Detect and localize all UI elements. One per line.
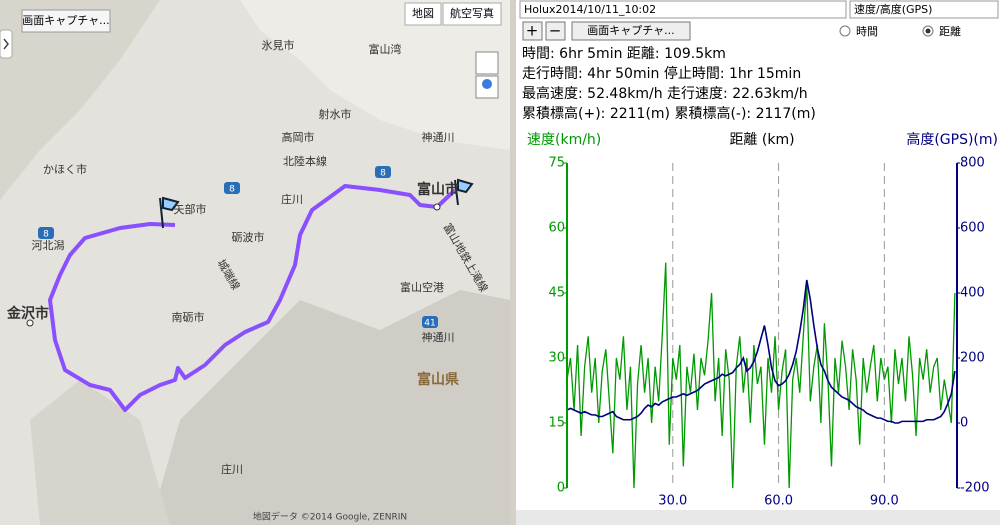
place-label: 富山湾 xyxy=(369,42,402,56)
place-label: 富山県 xyxy=(417,371,459,388)
place-label: 庄川 xyxy=(281,192,303,206)
y-tick-label: 75 xyxy=(548,156,565,171)
place-label: 神通川 xyxy=(422,130,455,144)
splitter[interactable] xyxy=(510,0,516,525)
place-label: 矢部市 xyxy=(174,202,207,216)
place-label: 神通川 xyxy=(422,330,455,344)
road-shield xyxy=(422,316,438,328)
capture-button[interactable] xyxy=(21,9,111,33)
scrollbar[interactable] xyxy=(516,510,1000,525)
road-number: 8 xyxy=(43,230,49,240)
zoom-out[interactable] xyxy=(545,21,566,41)
radio[interactable] xyxy=(839,25,851,37)
series-line xyxy=(566,279,956,424)
radio-label: 時間 xyxy=(856,25,878,38)
bay xyxy=(240,0,510,150)
hills xyxy=(30,380,170,525)
y-tick-label: 60 xyxy=(548,221,565,236)
start-flag xyxy=(159,196,180,229)
place-label: 氷見市 xyxy=(262,38,295,52)
x-tick-label: 60.0 xyxy=(764,494,793,509)
radio-label: 距離 xyxy=(939,24,961,38)
map-footer: 地図データ ©2014 Google, ZENRIN xyxy=(253,511,407,523)
stat-line: 最高速度: 52.48km/h 走行速度: 22.63km/h xyxy=(522,85,808,102)
button-label: + xyxy=(526,22,539,40)
y-tick-label: 45 xyxy=(548,286,565,301)
side-toggle[interactable] xyxy=(0,29,13,59)
hills xyxy=(0,0,160,200)
y2-tick-label: 800 xyxy=(960,156,985,171)
map-type-button[interactable] xyxy=(442,2,502,26)
road-number: 8 xyxy=(380,169,386,179)
road-shield xyxy=(375,166,391,178)
mountains xyxy=(150,290,510,525)
place-label: 金沢市 xyxy=(6,305,49,322)
place-label: 庄川 xyxy=(221,462,243,476)
button-label: 画面キャプチャ... xyxy=(22,14,109,27)
road-number: 41 xyxy=(424,319,435,329)
button-label: 地図 xyxy=(412,7,434,20)
select-value: Holux2014/10/11_10:02 xyxy=(524,3,656,16)
x-tick-label: 30.0 xyxy=(658,494,687,509)
y-tick-label: 15 xyxy=(548,416,565,431)
place-label: かほく市 xyxy=(43,162,87,176)
map-type-button[interactable] xyxy=(404,2,442,26)
goal-flag xyxy=(454,178,474,206)
y2-axis-title: 高度(GPS)(m) xyxy=(906,131,998,148)
place-label: 射水市 xyxy=(319,107,352,121)
place-label: 砺波市 xyxy=(232,230,265,244)
y-axis-title: 速度(km/h) xyxy=(527,132,601,148)
radio-dot xyxy=(925,28,931,34)
place-label: 北陸本線 xyxy=(283,154,327,168)
stat-line: 累積標高(+): 2211(m) 累積標高(-): 2117(m) xyxy=(522,105,816,122)
chevron xyxy=(3,38,9,50)
capture-button[interactable] xyxy=(571,21,691,41)
x-axis-title: 距離 (km) xyxy=(729,131,794,148)
icon[interactable] xyxy=(475,51,499,75)
chart: 速度(km/h) 距離 (km) 高度(GPS)(m) 30.0 60.0 90.0 0 15… xyxy=(527,131,998,509)
y-tick-label: 0 xyxy=(557,481,565,496)
series-line xyxy=(566,262,956,489)
stat-line: 時間: 6hr 5min 距離: 109.5km xyxy=(522,45,726,62)
place-label: 富山市 xyxy=(417,181,459,198)
track-select[interactable] xyxy=(519,0,847,19)
y2-tick-label: 400 xyxy=(960,286,985,301)
city-dot xyxy=(26,319,34,327)
x-tick-label: 90.0 xyxy=(870,494,899,509)
y-tick-label: 30 xyxy=(548,351,565,366)
city-dot xyxy=(433,203,441,211)
button-label: 画面キャプチャ... xyxy=(587,24,674,37)
road-shield xyxy=(38,227,54,239)
radio-group: 時間 距離 xyxy=(839,24,961,38)
y2-tick-label: 200 xyxy=(960,351,985,366)
panel xyxy=(516,0,1000,525)
route xyxy=(48,184,457,412)
place-label: 南砺市 xyxy=(172,310,205,324)
y2-tick-label: 0 xyxy=(960,416,968,431)
pin xyxy=(482,79,492,89)
road-shield xyxy=(224,182,240,194)
stat-line: 走行時間: 4hr 50min 停止時間: 1hr 15min xyxy=(522,65,801,82)
select-value: 速度/高度(GPS) xyxy=(854,2,932,16)
place-label: 高岡市 xyxy=(282,130,315,144)
button-label: 航空写真 xyxy=(450,6,494,20)
graph-select[interactable] xyxy=(849,0,999,19)
place-label: 富山空港 xyxy=(400,280,444,294)
place-label: 河北潟 xyxy=(32,239,65,252)
y2-tick-label: -200 xyxy=(960,481,990,496)
road-number: 8 xyxy=(229,185,235,195)
button-label: − xyxy=(549,22,562,40)
zoom-in[interactable] xyxy=(522,21,543,41)
y2-tick-label: 600 xyxy=(960,221,985,236)
stats: 時間: 6hr 5min 距離: 109.5km 走行時間: 4hr 50min … xyxy=(522,45,816,122)
